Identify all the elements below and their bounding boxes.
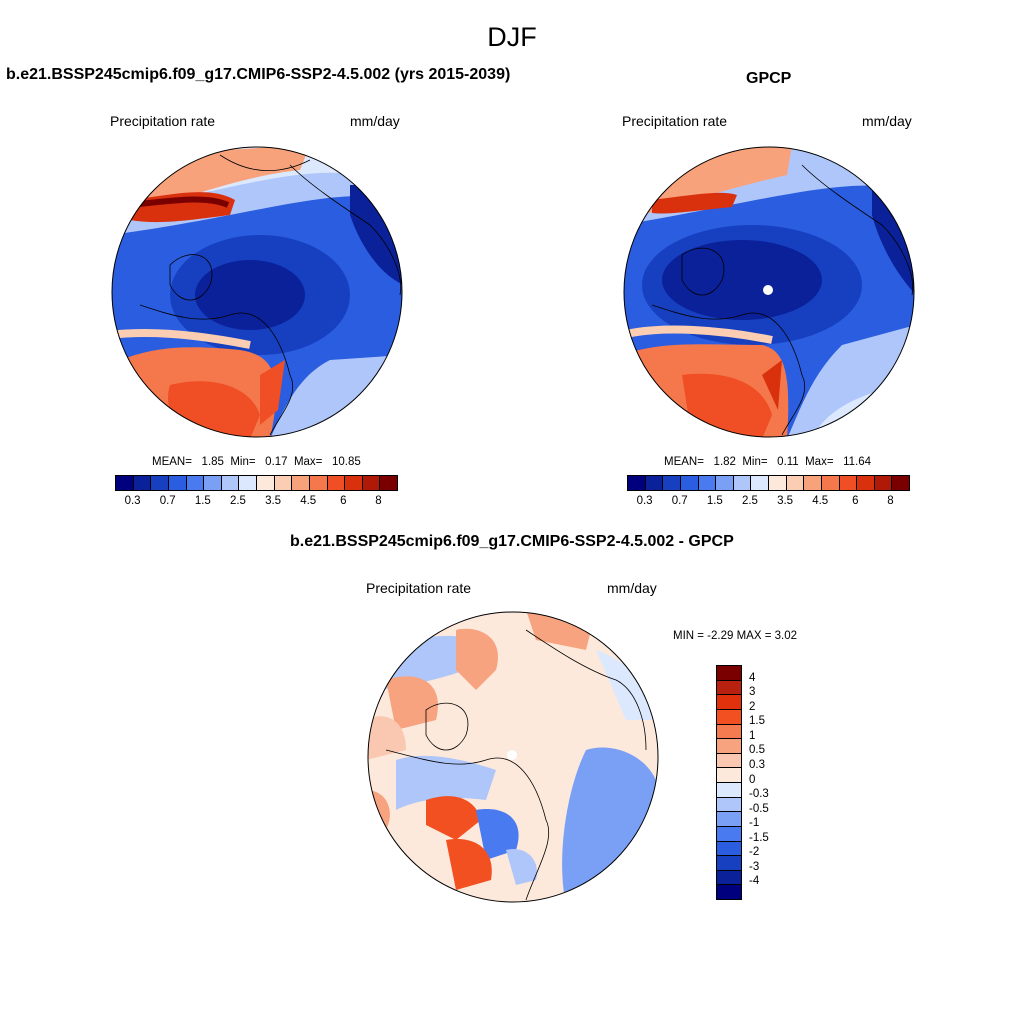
- colorbar-swatch: [151, 476, 169, 490]
- colorbar-swatch: [239, 476, 257, 490]
- colorbar-swatch: [204, 476, 222, 490]
- panel2-title: GPCP: [746, 70, 792, 87]
- colorbar-tick-label: 1.5: [749, 715, 765, 728]
- colorbar-tick-label: 8: [375, 495, 382, 507]
- panel1-colorbar: [115, 475, 398, 491]
- colorbar-swatch: [717, 739, 741, 754]
- colorbar-tick-label: 0.7: [671, 495, 688, 507]
- colorbar-swatch: [680, 476, 699, 490]
- colorbar-swatch: [717, 841, 741, 857]
- colorbar-swatch: [257, 476, 275, 490]
- colorbar-tick-label: 0.3: [124, 495, 141, 507]
- colorbar-swatch: [698, 476, 717, 490]
- panel2-units: mm/day: [862, 113, 912, 129]
- panel3-stats: MIN = -2.29 MAX = 3.02: [673, 630, 798, 642]
- panel1-units: mm/day: [350, 113, 400, 129]
- colorbar-swatch: [717, 666, 741, 681]
- panel1-title: b.e21.BSSP245cmip6.f09_g17.CMIP6-SSP2-4.…: [6, 66, 511, 83]
- colorbar-swatch: [292, 476, 310, 490]
- colorbar-swatch: [717, 870, 741, 886]
- colorbar-swatch: [874, 476, 893, 490]
- colorbar-swatch: [717, 753, 741, 769]
- panel1-field-label: Precipitation rate: [110, 113, 216, 129]
- colorbar-swatch: [327, 476, 346, 490]
- colorbar-tick-label: -0.5: [749, 802, 769, 815]
- colorbar-tick-label: 2.5: [229, 495, 246, 507]
- panel3-units: mm/day: [607, 580, 657, 596]
- colorbar-tick-label: 3.5: [265, 495, 282, 507]
- colorbar-swatch: [309, 476, 328, 490]
- colorbar-swatch: [892, 476, 909, 490]
- colorbar-swatch: [716, 476, 734, 490]
- colorbar-tick-label: -2: [749, 846, 760, 859]
- panel3-field-label: Precipitation rate: [366, 580, 472, 596]
- colorbar-swatch: [380, 476, 397, 490]
- panel3-polar-map: [367, 611, 659, 903]
- colorbar-swatch: [717, 812, 741, 827]
- colorbar-tick-label: 6: [340, 495, 347, 507]
- colorbar-swatch: [786, 476, 805, 490]
- colorbar-tick-label: 0.3: [749, 758, 765, 771]
- colorbar-swatch: [663, 476, 681, 490]
- colorbar-tick-label: 1.5: [706, 495, 723, 507]
- colorbar-swatch: [274, 476, 293, 490]
- figure-title: DJF: [487, 22, 537, 52]
- colorbar-swatch: [116, 476, 134, 490]
- colorbar-tick-label: 0: [749, 773, 756, 786]
- colorbar-swatch: [717, 709, 741, 725]
- colorbar-swatch: [821, 476, 840, 490]
- colorbar-swatch: [717, 885, 741, 899]
- colorbar-tick-label: -1.5: [749, 831, 769, 844]
- colorbar-swatch: [717, 695, 741, 710]
- colorbar-tick-label: 1.5: [194, 495, 211, 507]
- panel1-stats: MEAN= 1.85 Min= 0.17 Max= 10.85: [152, 456, 361, 468]
- colorbar-tick-label: -3: [749, 860, 760, 873]
- colorbar-tick-label: -1: [749, 817, 760, 830]
- colorbar-swatch: [362, 476, 381, 490]
- colorbar-swatch: [839, 476, 858, 490]
- colorbar-swatch: [733, 476, 752, 490]
- colorbar-tick-label: 0.5: [749, 744, 765, 757]
- colorbar-swatch: [717, 680, 741, 696]
- colorbar-tick-label: -0.3: [749, 788, 769, 801]
- panel2-stats: MEAN= 1.82 Min= 0.11 Max= 11.64: [664, 456, 872, 468]
- colorbar-swatch: [133, 476, 152, 490]
- colorbar-swatch: [628, 476, 646, 490]
- colorbar-swatch: [717, 797, 741, 813]
- colorbar-swatch: [751, 476, 769, 490]
- colorbar-swatch: [717, 768, 741, 783]
- colorbar-swatch: [857, 476, 875, 490]
- colorbar-tick-label: 2.5: [741, 495, 758, 507]
- panel3-title: b.e21.BSSP245cmip6.f09_g17.CMIP6-SSP2-4.…: [290, 533, 734, 550]
- colorbar-swatch: [345, 476, 363, 490]
- colorbar-swatch: [804, 476, 822, 490]
- panel3-colorbar: [716, 665, 742, 900]
- colorbar-swatch: [645, 476, 664, 490]
- colorbar-tick-label: 4: [749, 671, 756, 684]
- colorbar-tick-label: 0.7: [159, 495, 176, 507]
- colorbar-swatch: [717, 724, 741, 740]
- colorbar-tick-label: 1: [749, 729, 756, 742]
- colorbar-swatch: [717, 826, 741, 842]
- colorbar-swatch: [717, 783, 741, 798]
- colorbar-tick-label: 0.3: [636, 495, 653, 507]
- panel2-polar-map: [623, 146, 915, 438]
- panel2-colorbar: [627, 475, 910, 491]
- colorbar-tick-label: 3: [749, 686, 756, 699]
- colorbar-swatch: [717, 856, 741, 871]
- panel1-polar-map: [111, 146, 403, 438]
- colorbar-tick-label: 4.5: [812, 495, 829, 507]
- colorbar-tick-label: 6: [852, 495, 859, 507]
- colorbar-tick-label: 8: [887, 495, 894, 507]
- colorbar-swatch: [168, 476, 187, 490]
- colorbar-swatch: [221, 476, 240, 490]
- colorbar-swatch: [186, 476, 205, 490]
- colorbar-tick-label: 2: [749, 700, 756, 713]
- colorbar-tick-label: -4: [749, 875, 760, 888]
- colorbar-tick-label: 3.5: [777, 495, 794, 507]
- colorbar-swatch: [769, 476, 787, 490]
- panel2-field-label: Precipitation rate: [622, 113, 728, 129]
- colorbar-tick-label: 4.5: [300, 495, 317, 507]
